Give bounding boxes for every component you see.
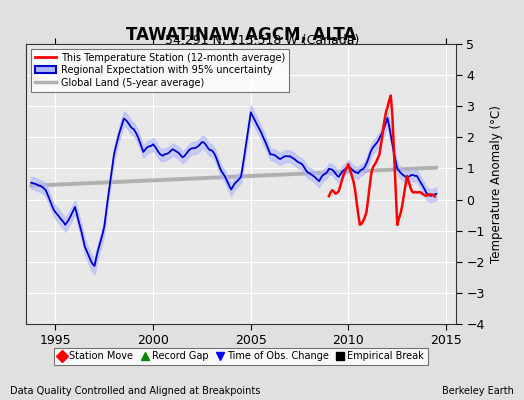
Title: TAWATINAW AGCM, ALTA: TAWATINAW AGCM, ALTA bbox=[126, 26, 356, 44]
Text: 54.291 N, 113.518 W (Canada): 54.291 N, 113.518 W (Canada) bbox=[165, 34, 359, 47]
Legend: Station Move, Record Gap, Time of Obs. Change, Empirical Break: Station Move, Record Gap, Time of Obs. C… bbox=[54, 348, 428, 365]
Text: Berkeley Earth: Berkeley Earth bbox=[442, 386, 514, 396]
Text: Data Quality Controlled and Aligned at Breakpoints: Data Quality Controlled and Aligned at B… bbox=[10, 386, 261, 396]
Y-axis label: Temperature Anomaly (°C): Temperature Anomaly (°C) bbox=[490, 105, 503, 263]
